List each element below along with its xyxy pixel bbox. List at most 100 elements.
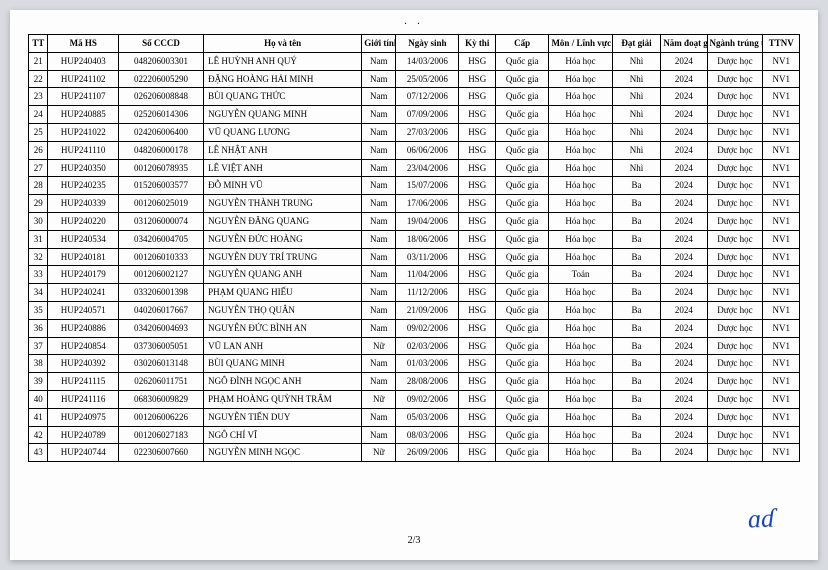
cell-mon: Toán bbox=[549, 266, 612, 284]
cell-mahs: HUP241022 bbox=[48, 123, 119, 141]
cell-cccd: 034206004705 bbox=[118, 230, 203, 248]
cell-ttnv: NV1 bbox=[763, 390, 800, 408]
cell-gt: Nam bbox=[362, 52, 396, 70]
cell-dg: Nhì bbox=[612, 141, 661, 159]
cell-mahs: HUP240350 bbox=[48, 159, 119, 177]
cell-mon: Hóa học bbox=[549, 319, 612, 337]
cell-tt: 35 bbox=[29, 301, 48, 319]
cell-tt: 22 bbox=[29, 70, 48, 88]
cell-mahs: HUP240220 bbox=[48, 212, 119, 230]
cell-gt: Nam bbox=[362, 301, 396, 319]
table-row: 24HUP240885025206014306NGUYỄN QUANG MINH… bbox=[29, 106, 800, 124]
cell-dg: Nhì bbox=[612, 159, 661, 177]
cell-ng: Dược học bbox=[707, 52, 763, 70]
cell-tt: 28 bbox=[29, 177, 48, 195]
cell-name: ĐỖ MINH VŨ bbox=[204, 177, 362, 195]
table-row: 39HUP241115026206011751NGÔ ĐÌNH NGỌC ANH… bbox=[29, 373, 800, 391]
cell-name: NGUYỄN THÀNH TRUNG bbox=[204, 195, 362, 213]
cell-cccd: 001206006226 bbox=[118, 408, 203, 426]
table-row: 29HUP240339001206025019NGUYỄN THÀNH TRUN… bbox=[29, 195, 800, 213]
cell-dg: Ba bbox=[612, 408, 661, 426]
cell-tt: 36 bbox=[29, 319, 48, 337]
cell-tt: 38 bbox=[29, 355, 48, 373]
cell-ns: 02/03/2006 bbox=[396, 337, 459, 355]
cell-gt: Nam bbox=[362, 230, 396, 248]
cell-nam: 2024 bbox=[661, 88, 707, 106]
cell-kt: HSG bbox=[459, 390, 495, 408]
cell-gt: Nam bbox=[362, 88, 396, 106]
cell-dg: Ba bbox=[612, 195, 661, 213]
cell-cccd: 048206000178 bbox=[118, 141, 203, 159]
cell-mahs: HUP240235 bbox=[48, 177, 119, 195]
cell-name: NGUYỄN TIẾN DUY bbox=[204, 408, 362, 426]
cell-cccd: 015206003577 bbox=[118, 177, 203, 195]
cell-name: NGUYỄN ĐỨC HOÀNG bbox=[204, 230, 362, 248]
cell-mon: Hóa học bbox=[549, 70, 612, 88]
cell-ttnv: NV1 bbox=[763, 212, 800, 230]
cell-mahs: HUP240534 bbox=[48, 230, 119, 248]
cell-tt: 21 bbox=[29, 52, 48, 70]
cell-cap: Quốc gia bbox=[495, 177, 549, 195]
cell-ns: 07/09/2006 bbox=[396, 106, 459, 124]
cell-ttnv: NV1 bbox=[763, 301, 800, 319]
col-header-mahs: Mã HS bbox=[48, 35, 119, 53]
table-row: 26HUP241110048206000178LÊ NHẬT ANHNam06/… bbox=[29, 141, 800, 159]
cell-kt: HSG bbox=[459, 70, 495, 88]
cell-gt: Nam bbox=[362, 177, 396, 195]
cell-ng: Dược học bbox=[707, 88, 763, 106]
cell-cccd: 026206011751 bbox=[118, 373, 203, 391]
cell-dg: Ba bbox=[612, 426, 661, 444]
cell-mon: Hóa học bbox=[549, 284, 612, 302]
cell-ns: 26/09/2006 bbox=[396, 444, 459, 462]
table-row: 30HUP240220031206000074NGUYỄN ĐĂNG QUANG… bbox=[29, 212, 800, 230]
cell-gt: Nam bbox=[362, 373, 396, 391]
col-header-dg: Đạt giải bbox=[612, 35, 661, 53]
cell-dg: Ba bbox=[612, 390, 661, 408]
cell-cap: Quốc gia bbox=[495, 141, 549, 159]
cell-dg: Ba bbox=[612, 355, 661, 373]
cell-gt: Nam bbox=[362, 141, 396, 159]
cell-ttnv: NV1 bbox=[763, 373, 800, 391]
cell-mahs: HUP241110 bbox=[48, 141, 119, 159]
cell-kt: HSG bbox=[459, 248, 495, 266]
cell-kt: HSG bbox=[459, 195, 495, 213]
cell-name: LÊ HUỲNH ANH QUÝ bbox=[204, 52, 362, 70]
cell-ttnv: NV1 bbox=[763, 284, 800, 302]
cell-cccd: 024206006400 bbox=[118, 123, 203, 141]
cell-mon: Hóa học bbox=[549, 159, 612, 177]
cell-cap: Quốc gia bbox=[495, 284, 549, 302]
cell-ns: 09/02/2006 bbox=[396, 319, 459, 337]
cell-ttnv: NV1 bbox=[763, 230, 800, 248]
cell-dg: Nhì bbox=[612, 88, 661, 106]
cell-ttnv: NV1 bbox=[763, 88, 800, 106]
cell-ns: 23/04/2006 bbox=[396, 159, 459, 177]
cell-dg: Ba bbox=[612, 373, 661, 391]
cell-ns: 03/11/2006 bbox=[396, 248, 459, 266]
cell-dg: Ba bbox=[612, 444, 661, 462]
cell-mahs: HUP241115 bbox=[48, 373, 119, 391]
cell-cap: Quốc gia bbox=[495, 337, 549, 355]
table-row: 41HUP240975001206006226NGUYỄN TIẾN DUYNa… bbox=[29, 408, 800, 426]
cell-nam: 2024 bbox=[661, 195, 707, 213]
cell-cap: Quốc gia bbox=[495, 230, 549, 248]
cell-nam: 2024 bbox=[661, 408, 707, 426]
cell-cap: Quốc gia bbox=[495, 123, 549, 141]
cell-ttnv: NV1 bbox=[763, 159, 800, 177]
cell-ng: Dược học bbox=[707, 141, 763, 159]
cell-cap: Quốc gia bbox=[495, 355, 549, 373]
cell-cccd: 048206003301 bbox=[118, 52, 203, 70]
cell-ng: Dược học bbox=[707, 123, 763, 141]
cell-kt: HSG bbox=[459, 141, 495, 159]
table-header-row: TTMã HSSố CCCDHọ và tênGiới tínhNgày sin… bbox=[29, 35, 800, 53]
cell-name: PHẠM QUANG HIẾU bbox=[204, 284, 362, 302]
cell-cap: Quốc gia bbox=[495, 52, 549, 70]
table-row: 28HUP240235015206003577ĐỖ MINH VŨNam15/0… bbox=[29, 177, 800, 195]
cell-nam: 2024 bbox=[661, 301, 707, 319]
cell-mahs: HUP240241 bbox=[48, 284, 119, 302]
cell-name: NGUYỄN MINH NGỌC bbox=[204, 444, 362, 462]
table-row: 31HUP240534034206004705NGUYỄN ĐỨC HOÀNGN… bbox=[29, 230, 800, 248]
cell-kt: HSG bbox=[459, 159, 495, 177]
cell-nam: 2024 bbox=[661, 390, 707, 408]
cell-tt: 29 bbox=[29, 195, 48, 213]
cell-ns: 27/03/2006 bbox=[396, 123, 459, 141]
